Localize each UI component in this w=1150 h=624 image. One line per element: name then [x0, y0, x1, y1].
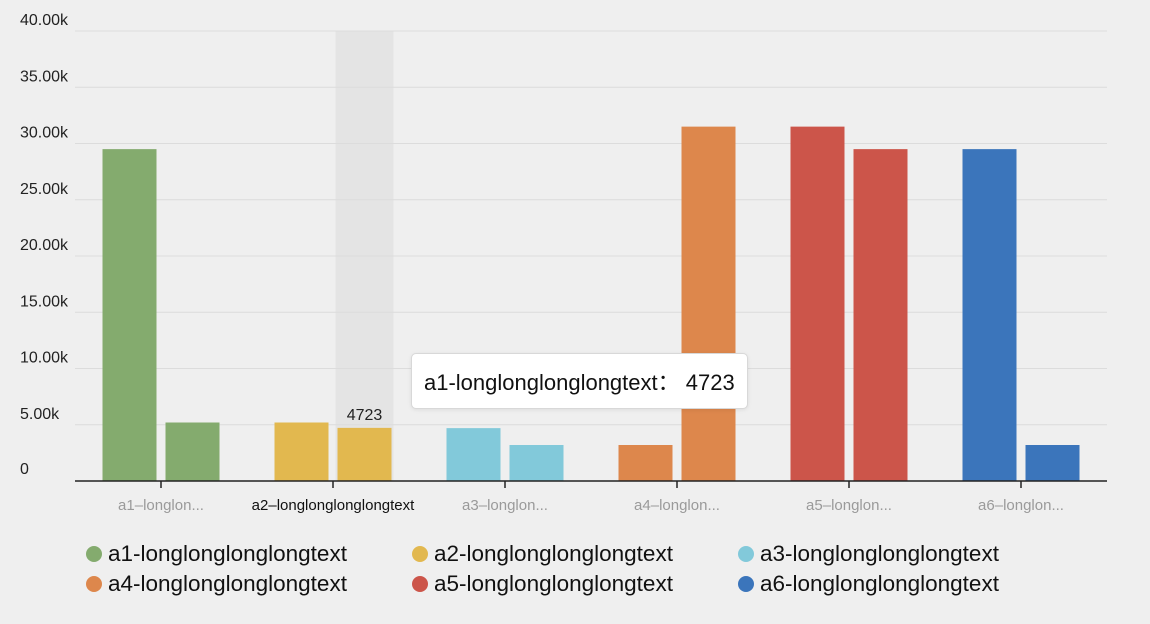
y-tick-label: 0: [20, 461, 29, 478]
legend-item[interactable]: a6-longlonglonglongtext: [738, 570, 1064, 598]
legend-marker-icon: [738, 546, 754, 562]
x-tick-label: a6–longlon...: [978, 497, 1064, 514]
bar[interactable]: [446, 428, 501, 481]
legend-item[interactable]: a5-longlonglonglongtext: [412, 570, 738, 598]
legend-label: a6-longlonglonglongtext: [760, 571, 999, 596]
y-tick-label: 25.00k: [20, 181, 69, 198]
legend-marker-icon: [86, 576, 102, 592]
chart-legend: a1-longlonglonglongtext a2-longlonglonglo…: [0, 540, 1150, 598]
x-tick-label: a3–longlon...: [462, 497, 548, 514]
bar[interactable]: [102, 149, 157, 481]
chart-tooltip: a1-longlonglonglongtext： 4723: [411, 353, 748, 409]
legend-label: a1-longlonglonglongtext: [108, 541, 347, 566]
y-tick-label: 40.00k: [20, 12, 69, 29]
bar[interactable]: [853, 149, 908, 481]
legend-item[interactable]: a1-longlonglonglongtext: [86, 540, 412, 568]
x-tick-label: a5–longlon...: [806, 497, 892, 514]
x-tick-label: a2–longlonglonglongtext: [252, 497, 415, 514]
y-tick-label: 10.00k: [20, 350, 69, 367]
x-tick-label: a4–longlon...: [634, 497, 720, 514]
legend-item[interactable]: a3-longlonglonglongtext: [738, 540, 1064, 568]
legend-label: a5-longlonglonglongtext: [434, 571, 673, 596]
bar[interactable]: [962, 149, 1017, 481]
data-label: 4723: [347, 407, 383, 424]
bar[interactable]: [681, 126, 736, 481]
bar[interactable]: [274, 422, 329, 482]
x-tick-label: a1–longlon...: [118, 497, 204, 514]
bar[interactable]: [1025, 445, 1080, 481]
bar[interactable]: [790, 126, 845, 481]
legend-label: a2-longlonglonglongtext: [434, 541, 673, 566]
y-tick-label: 30.00k: [20, 125, 69, 142]
legend-marker-icon: [412, 546, 428, 562]
bar[interactable]: [618, 445, 673, 481]
legend-marker-icon: [86, 546, 102, 562]
bar[interactable]: [165, 422, 220, 482]
bar[interactable]: [337, 427, 392, 481]
bar-chart: 0 5.00k 10.00k 15.00k 20.00k 25.00k 30.00k 35.0…: [20, 12, 1107, 514]
y-tick-label: 5.00k: [20, 406, 60, 423]
y-tick-label: 20.00k: [20, 237, 69, 254]
y-tick-label: 35.00k: [20, 68, 69, 85]
legend-item[interactable]: a4-longlonglonglongtext: [86, 570, 412, 598]
y-tick-label: 15.00k: [20, 293, 69, 310]
bar[interactable]: [509, 445, 564, 481]
legend-marker-icon: [412, 576, 428, 592]
legend-item[interactable]: a2-longlonglonglongtext: [412, 540, 738, 568]
legend-label: a3-longlonglonglongtext: [760, 541, 999, 566]
legend-marker-icon: [738, 576, 754, 592]
legend-label: a4-longlonglonglongtext: [108, 571, 347, 596]
